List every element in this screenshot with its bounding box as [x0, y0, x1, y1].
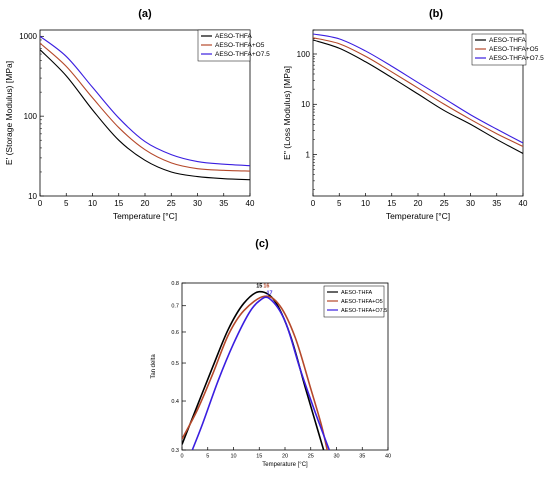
y-tick-label: 100 — [24, 112, 38, 121]
x-tick-label: 40 — [246, 199, 255, 208]
x-tick-label: 25 — [167, 199, 176, 208]
x-tick-label: 20 — [414, 199, 423, 208]
peak-annotation: 17 — [266, 290, 272, 296]
panel-label: (a) — [138, 8, 152, 20]
legend-entry: AESO-THFA+O7.5 — [215, 51, 270, 58]
chart-tan-delta: (c) 0 5 10 15 20 25 30 35 40 0.3 0.4 0.5 0.6 0.7 0.8 Tem… — [151, 238, 391, 468]
x-tick-label: 0 — [180, 454, 183, 460]
x-tick-label: 0 — [38, 199, 43, 208]
x-tick-label: 25 — [440, 199, 449, 208]
legend-entry: AESO-THFA+O5 — [489, 46, 539, 53]
panel-label: (b) — [429, 8, 443, 20]
series-line-aeso-thfa-o5 — [40, 42, 250, 172]
peak-annotation: 16 — [263, 284, 269, 290]
series-line-aeso-thfa-o5 — [313, 37, 523, 147]
x-tick-label: 10 — [361, 199, 370, 208]
x-tick-label: 35 — [492, 199, 501, 208]
series-line-aeso-thfa-o5 — [182, 295, 329, 450]
x-tick-label: 20 — [282, 454, 288, 460]
x-axis-label: Temperature [°C] — [262, 462, 308, 468]
x-axis-label: Temperature [°C] — [386, 211, 450, 221]
series-line-aeso-thfa — [40, 49, 250, 181]
y-tick-label: 0.3 — [171, 448, 179, 454]
y-tick-label: 0.7 — [171, 304, 179, 310]
chart-loss-modulus: (b) 0 5 10 15 20 25 30 35 40 1 10 100 Temperature [°C… — [282, 8, 544, 221]
x-tick-label: 5 — [64, 199, 69, 208]
x-tick-label: 15 — [387, 199, 396, 208]
panel-label: (c) — [255, 238, 269, 250]
y-tick-label: 10 — [28, 192, 37, 201]
x-tick-label: 30 — [466, 199, 475, 208]
x-tick-label: 0 — [311, 199, 316, 208]
legend-entry: AESO-THFA+O7.5 — [341, 308, 387, 314]
y-tick-label: 0.8 — [171, 281, 179, 287]
y-tick-label: 0.5 — [171, 361, 179, 367]
y-tick-label: 10 — [301, 100, 310, 109]
legend-entry: AESO-THFA — [341, 290, 373, 296]
y-tick-label: 1 — [306, 150, 311, 159]
x-tick-label: 35 — [359, 454, 365, 460]
x-tick-label: 10 — [88, 199, 97, 208]
x-tick-label: 10 — [230, 454, 236, 460]
legend-entry: AESO-THFA+O7.5 — [489, 55, 544, 62]
x-tick-label: 30 — [193, 199, 202, 208]
series-line-aeso-thfa — [313, 39, 523, 154]
y-axis-label: E' (Storage Modulus) [MPa] — [4, 61, 14, 165]
legend-box — [471, 33, 527, 66]
x-axis-label: Temperature [°C] — [113, 211, 177, 221]
legend-entry: AESO-THFA+O5 — [341, 299, 383, 305]
series-line-aeso-thfa-o7-5 — [191, 296, 331, 450]
y-axis-label: Tan delta — [151, 354, 157, 379]
x-tick-label: 20 — [141, 199, 150, 208]
y-tick-label: 1000 — [19, 32, 37, 41]
x-tick-label: 35 — [219, 199, 228, 208]
x-tick-label: 30 — [333, 454, 339, 460]
legend-entry: AESO-THFA — [489, 37, 527, 44]
x-tick-label: 25 — [308, 454, 314, 460]
x-tick-label: 40 — [385, 454, 391, 460]
chart-storage-modulus: (a) 0 5 10 15 20 25 30 35 40 10 100 1000 Temperature … — [4, 8, 270, 221]
y-tick-label: 100 — [297, 50, 311, 59]
series-line-aeso-thfa-o7-5 — [40, 35, 250, 167]
y-tick-label: 0.4 — [171, 399, 179, 405]
legend-entry: AESO-THFA+O5 — [215, 42, 265, 49]
x-tick-label: 15 — [114, 199, 123, 208]
legend-entry: AESO-THFA — [215, 33, 253, 40]
series-line-aeso-thfa-o7-5 — [313, 33, 523, 144]
x-tick-label: 40 — [519, 199, 528, 208]
y-tick-label: 0.6 — [171, 330, 179, 336]
x-tick-label: 15 — [256, 454, 262, 460]
x-tick-label: 5 — [337, 199, 342, 208]
series-line-aeso-thfa — [182, 290, 325, 450]
peak-annotation: 15 — [256, 284, 262, 290]
y-axis-label: E'' (Loss Modulus) [MPa] — [282, 66, 292, 160]
x-tick-label: 5 — [206, 454, 209, 460]
